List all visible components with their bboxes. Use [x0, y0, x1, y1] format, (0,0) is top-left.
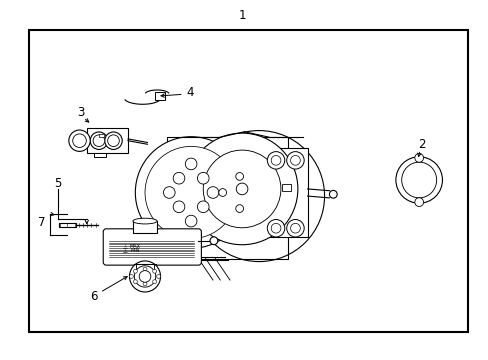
Bar: [59, 222, 76, 227]
Text: 2: 2: [417, 138, 425, 151]
Circle shape: [290, 156, 300, 165]
Circle shape: [236, 183, 247, 195]
Circle shape: [271, 156, 280, 165]
Circle shape: [267, 220, 284, 237]
Circle shape: [197, 172, 209, 184]
Circle shape: [143, 267, 147, 271]
Circle shape: [129, 261, 160, 292]
Text: ⚠: ⚠: [123, 249, 128, 254]
Circle shape: [329, 190, 337, 198]
Ellipse shape: [395, 157, 442, 203]
Circle shape: [414, 198, 423, 207]
Bar: [281, 184, 290, 191]
Bar: [266, 148, 307, 237]
Circle shape: [210, 237, 217, 244]
Ellipse shape: [401, 162, 436, 198]
Circle shape: [107, 135, 119, 147]
Text: 4: 4: [186, 86, 194, 99]
Circle shape: [286, 220, 304, 237]
Circle shape: [104, 132, 122, 149]
Bar: [87, 128, 128, 153]
Bar: [133, 221, 157, 233]
Circle shape: [203, 150, 280, 228]
Circle shape: [90, 132, 107, 149]
Circle shape: [235, 172, 243, 180]
Circle shape: [129, 275, 133, 278]
Text: ⚠: ⚠: [123, 245, 128, 249]
Bar: [94, 153, 106, 157]
Text: 1: 1: [238, 9, 245, 22]
FancyBboxPatch shape: [103, 229, 201, 265]
Text: 7: 7: [38, 216, 45, 229]
Ellipse shape: [133, 218, 157, 224]
Circle shape: [235, 205, 243, 212]
Circle shape: [173, 201, 184, 213]
Circle shape: [69, 130, 90, 152]
Text: 3: 3: [77, 106, 84, 120]
Circle shape: [135, 137, 246, 248]
Circle shape: [156, 275, 160, 278]
Circle shape: [267, 152, 284, 169]
Text: MIN: MIN: [130, 248, 140, 253]
Bar: [99, 134, 103, 137]
Text: 5: 5: [54, 177, 61, 190]
Circle shape: [139, 271, 150, 282]
Circle shape: [173, 172, 184, 184]
Circle shape: [218, 189, 226, 197]
Circle shape: [207, 187, 218, 198]
Circle shape: [286, 152, 304, 169]
Bar: [154, 93, 165, 100]
Text: 6: 6: [90, 289, 98, 303]
Circle shape: [163, 187, 175, 198]
Bar: [28, 30, 467, 332]
Bar: [166, 137, 287, 258]
Circle shape: [152, 280, 156, 284]
Circle shape: [133, 269, 137, 273]
Circle shape: [145, 147, 237, 239]
Circle shape: [143, 282, 147, 286]
Circle shape: [186, 133, 297, 245]
Circle shape: [271, 223, 280, 233]
Circle shape: [414, 153, 423, 162]
Text: MAX: MAX: [129, 244, 141, 249]
Circle shape: [185, 215, 197, 227]
Circle shape: [185, 158, 197, 170]
Circle shape: [152, 269, 156, 273]
Circle shape: [133, 280, 137, 284]
Circle shape: [197, 201, 209, 213]
Bar: [136, 264, 153, 274]
Circle shape: [93, 135, 104, 147]
Circle shape: [73, 134, 86, 148]
Circle shape: [134, 266, 155, 287]
Circle shape: [290, 223, 300, 233]
